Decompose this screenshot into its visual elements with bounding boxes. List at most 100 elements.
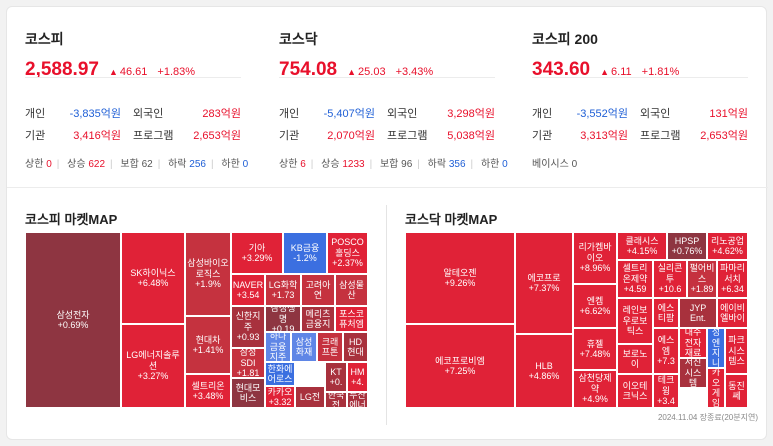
treemap-tile[interactable]: 클래시스 +4.15%: [617, 232, 667, 260]
treemap-tile[interactable]: 에코프로비엠 +7.25%: [405, 324, 515, 408]
treemap-tile[interactable]: KB금융 -1.2%: [283, 232, 327, 274]
treemap-tile[interactable]: 두산에너: [347, 392, 368, 408]
treemap-tile[interactable]: NAVER +3.54: [231, 274, 265, 306]
tile-name: 에이비엘바이: [720, 302, 745, 323]
treemap-tile[interactable]: 이오테크닉스: [617, 374, 653, 408]
treemap-tile[interactable]: LG전: [295, 386, 325, 408]
index-change: ▲ 25.03: [347, 66, 386, 78]
treemap-tile[interactable]: 삼성전자 +0.69%: [25, 232, 121, 408]
treemap-tile[interactable]: 현대모비스: [231, 378, 265, 408]
tile-name: 삼천당제약: [578, 373, 612, 394]
index-name[interactable]: 코스피 200: [532, 31, 598, 47]
tile-rate: +1.73: [271, 290, 295, 300]
treemap-tile[interactable]: 삼성물산: [335, 274, 368, 306]
investor-program-value: 2,653억원: [193, 130, 241, 142]
treemap-tile[interactable]: 리노공업 +4.62%: [707, 232, 748, 260]
tile-name: 하나금융지주: [269, 332, 287, 362]
index-kospi200[interactable]: 코스피 200 343.60 ▲ 6.11 +1.81%: [532, 29, 760, 85]
treemap-tile[interactable]: 포스코퓨처엠: [335, 306, 368, 332]
treemap-tile[interactable]: 셀트리온제약 +4.59: [617, 260, 653, 298]
treemap-tile[interactable]: 서진시스템: [679, 358, 707, 388]
tile-name: 보로노이: [622, 348, 648, 369]
treemap-tile[interactable]: 에이비엘바이: [717, 298, 748, 328]
treemap-tile[interactable]: 카카오 +3.32: [265, 386, 295, 408]
treemap-tile[interactable]: 에스티팜: [653, 298, 679, 328]
tile-name: 현대차: [195, 334, 221, 345]
treemap-tile[interactable]: HPSP +0.76%: [667, 232, 707, 260]
treemap-tile[interactable]: KT +0.: [325, 362, 347, 392]
treemap-tile[interactable]: 셀트리온 +3.48%: [185, 374, 231, 408]
treemap-tile[interactable]: 한국전: [325, 392, 347, 408]
tile-name: 에스엠: [657, 335, 675, 356]
treemap-tile[interactable]: HD현대: [343, 332, 368, 362]
treemap-tile[interactable]: JYP Ent.: [679, 298, 717, 328]
tile-name: 삼성전자: [56, 309, 90, 320]
kosdaq-map-title[interactable]: 코스닥 마켓MAP: [405, 212, 498, 227]
treemap-tile[interactable]: 한화에어로스: [265, 362, 295, 386]
treemap-tile[interactable]: 현대차 +1.41%: [185, 316, 231, 374]
treemap-tile[interactable]: 크래프톤: [317, 332, 343, 362]
tile-rate: +4.62%: [712, 246, 743, 256]
treemap-tile[interactable]: 파크시스템스: [725, 328, 748, 374]
treemap-tile[interactable]: 삼성SDI +1.81: [231, 348, 265, 378]
treemap-tile[interactable]: LG에너지솔루션 +3.27%: [121, 324, 185, 408]
tile-name: 클래시스: [625, 235, 659, 246]
treemap-tile[interactable]: LG화학 +1.73: [265, 274, 301, 306]
tile-name: HLB: [535, 360, 553, 371]
tile-name: KB금융: [290, 242, 320, 253]
tile-name: 포스코퓨처엠: [339, 308, 364, 329]
treemap-tile[interactable]: HM +4.: [347, 362, 368, 392]
tile-rate: +9.26%: [444, 278, 476, 288]
treemap-tile[interactable]: 삼성바이오로직스 +1.9%: [185, 232, 231, 316]
tile-rate: +1.9%: [195, 279, 221, 290]
tile-rate: +2.37%: [332, 258, 363, 269]
treemap-tile[interactable]: 리가켐바이오 +8.96%: [573, 232, 617, 284]
treemap-tile[interactable]: 메리츠금융지: [301, 306, 335, 332]
treemap-tile[interactable]: 레인보우로보틱스: [617, 298, 653, 344]
treemap-tile[interactable]: 하나금융지주: [265, 332, 291, 362]
treemap-tile[interactable]: 카카오게임즈: [707, 368, 725, 408]
tile-name: 메리츠금융지: [305, 308, 331, 329]
index-kospi[interactable]: 코스피 2,588.97 ▲ 46.61 +1.83%: [25, 29, 253, 85]
index-name[interactable]: 코스닥: [279, 31, 318, 47]
treemap-tile[interactable]: 기아 +3.29%: [231, 232, 283, 274]
treemap-tile[interactable]: 삼천당제약 +4.9%: [573, 370, 617, 408]
treemap-tile[interactable]: 휴젤 +7.48%: [573, 328, 617, 370]
treemap-tile[interactable]: 에코프로 +7.37%: [515, 232, 573, 334]
tile-rate: +7.37%: [528, 283, 560, 293]
treemap-tile[interactable]: 대주전자재료: [679, 328, 707, 358]
tile-name: 리노공업: [710, 235, 745, 246]
treemap-tile[interactable]: 파마리서치 +6.34: [717, 260, 748, 298]
tile-name: 카카오게임즈: [711, 368, 721, 408]
index-rate: +3.43%: [395, 66, 434, 78]
treemap-tile[interactable]: SK하이닉스 +6.48%: [121, 232, 185, 324]
index-rate: +1.81%: [641, 66, 680, 78]
treemap-tile[interactable]: 고려아연: [301, 274, 335, 306]
treemap-tile[interactable]: 알테오젠 +9.26%: [405, 232, 515, 324]
tile-name: 테크윙: [657, 375, 675, 396]
tile-rate: +7.48%: [579, 349, 611, 359]
tile-name: HPSP: [674, 235, 700, 246]
kospi-map-title[interactable]: 코스피 마켓MAP: [25, 212, 118, 227]
treemap-tile[interactable]: POSCO홀딩스 +2.37%: [327, 232, 368, 274]
treemap-tile[interactable]: 동진쎄: [725, 374, 748, 408]
tile-name: 두산에너: [349, 392, 366, 408]
treemap-tile[interactable]: HLB +4.86%: [515, 334, 573, 408]
investor-program-value: 2,653억원: [700, 130, 748, 142]
tile-rate: +3.54: [236, 290, 260, 300]
treemap-tile[interactable]: 에스엠 +7.3: [653, 328, 679, 374]
treemap-tile[interactable]: 실리콘투 +10.6: [653, 260, 687, 298]
investor-institution-value: 2,070억원: [327, 130, 375, 142]
tile-name: 에코프로: [527, 272, 561, 283]
treemap-tile[interactable]: 엔켐 +6.62%: [573, 284, 617, 328]
treemap-tile[interactable]: 삼성화재: [291, 332, 317, 362]
treemap-tile[interactable]: 주성엔지니어: [707, 328, 725, 368]
treemap-tile[interactable]: 신한지주 +0.93: [231, 306, 265, 348]
treemap-tile[interactable]: 펄어비스 +1.89: [687, 260, 717, 298]
index-name[interactable]: 코스피: [25, 31, 64, 47]
treemap-tile[interactable]: 보로노이: [617, 344, 653, 374]
treemap-tile[interactable]: 테크윙 +3.4: [653, 374, 679, 408]
index-kosdaq[interactable]: 코스닥 754.08 ▲ 25.03 +3.43%: [279, 29, 507, 85]
treemap-tile[interactable]: 삼성생명 +0.19: [265, 306, 301, 332]
tile-name: 이오테크닉스: [622, 380, 648, 401]
